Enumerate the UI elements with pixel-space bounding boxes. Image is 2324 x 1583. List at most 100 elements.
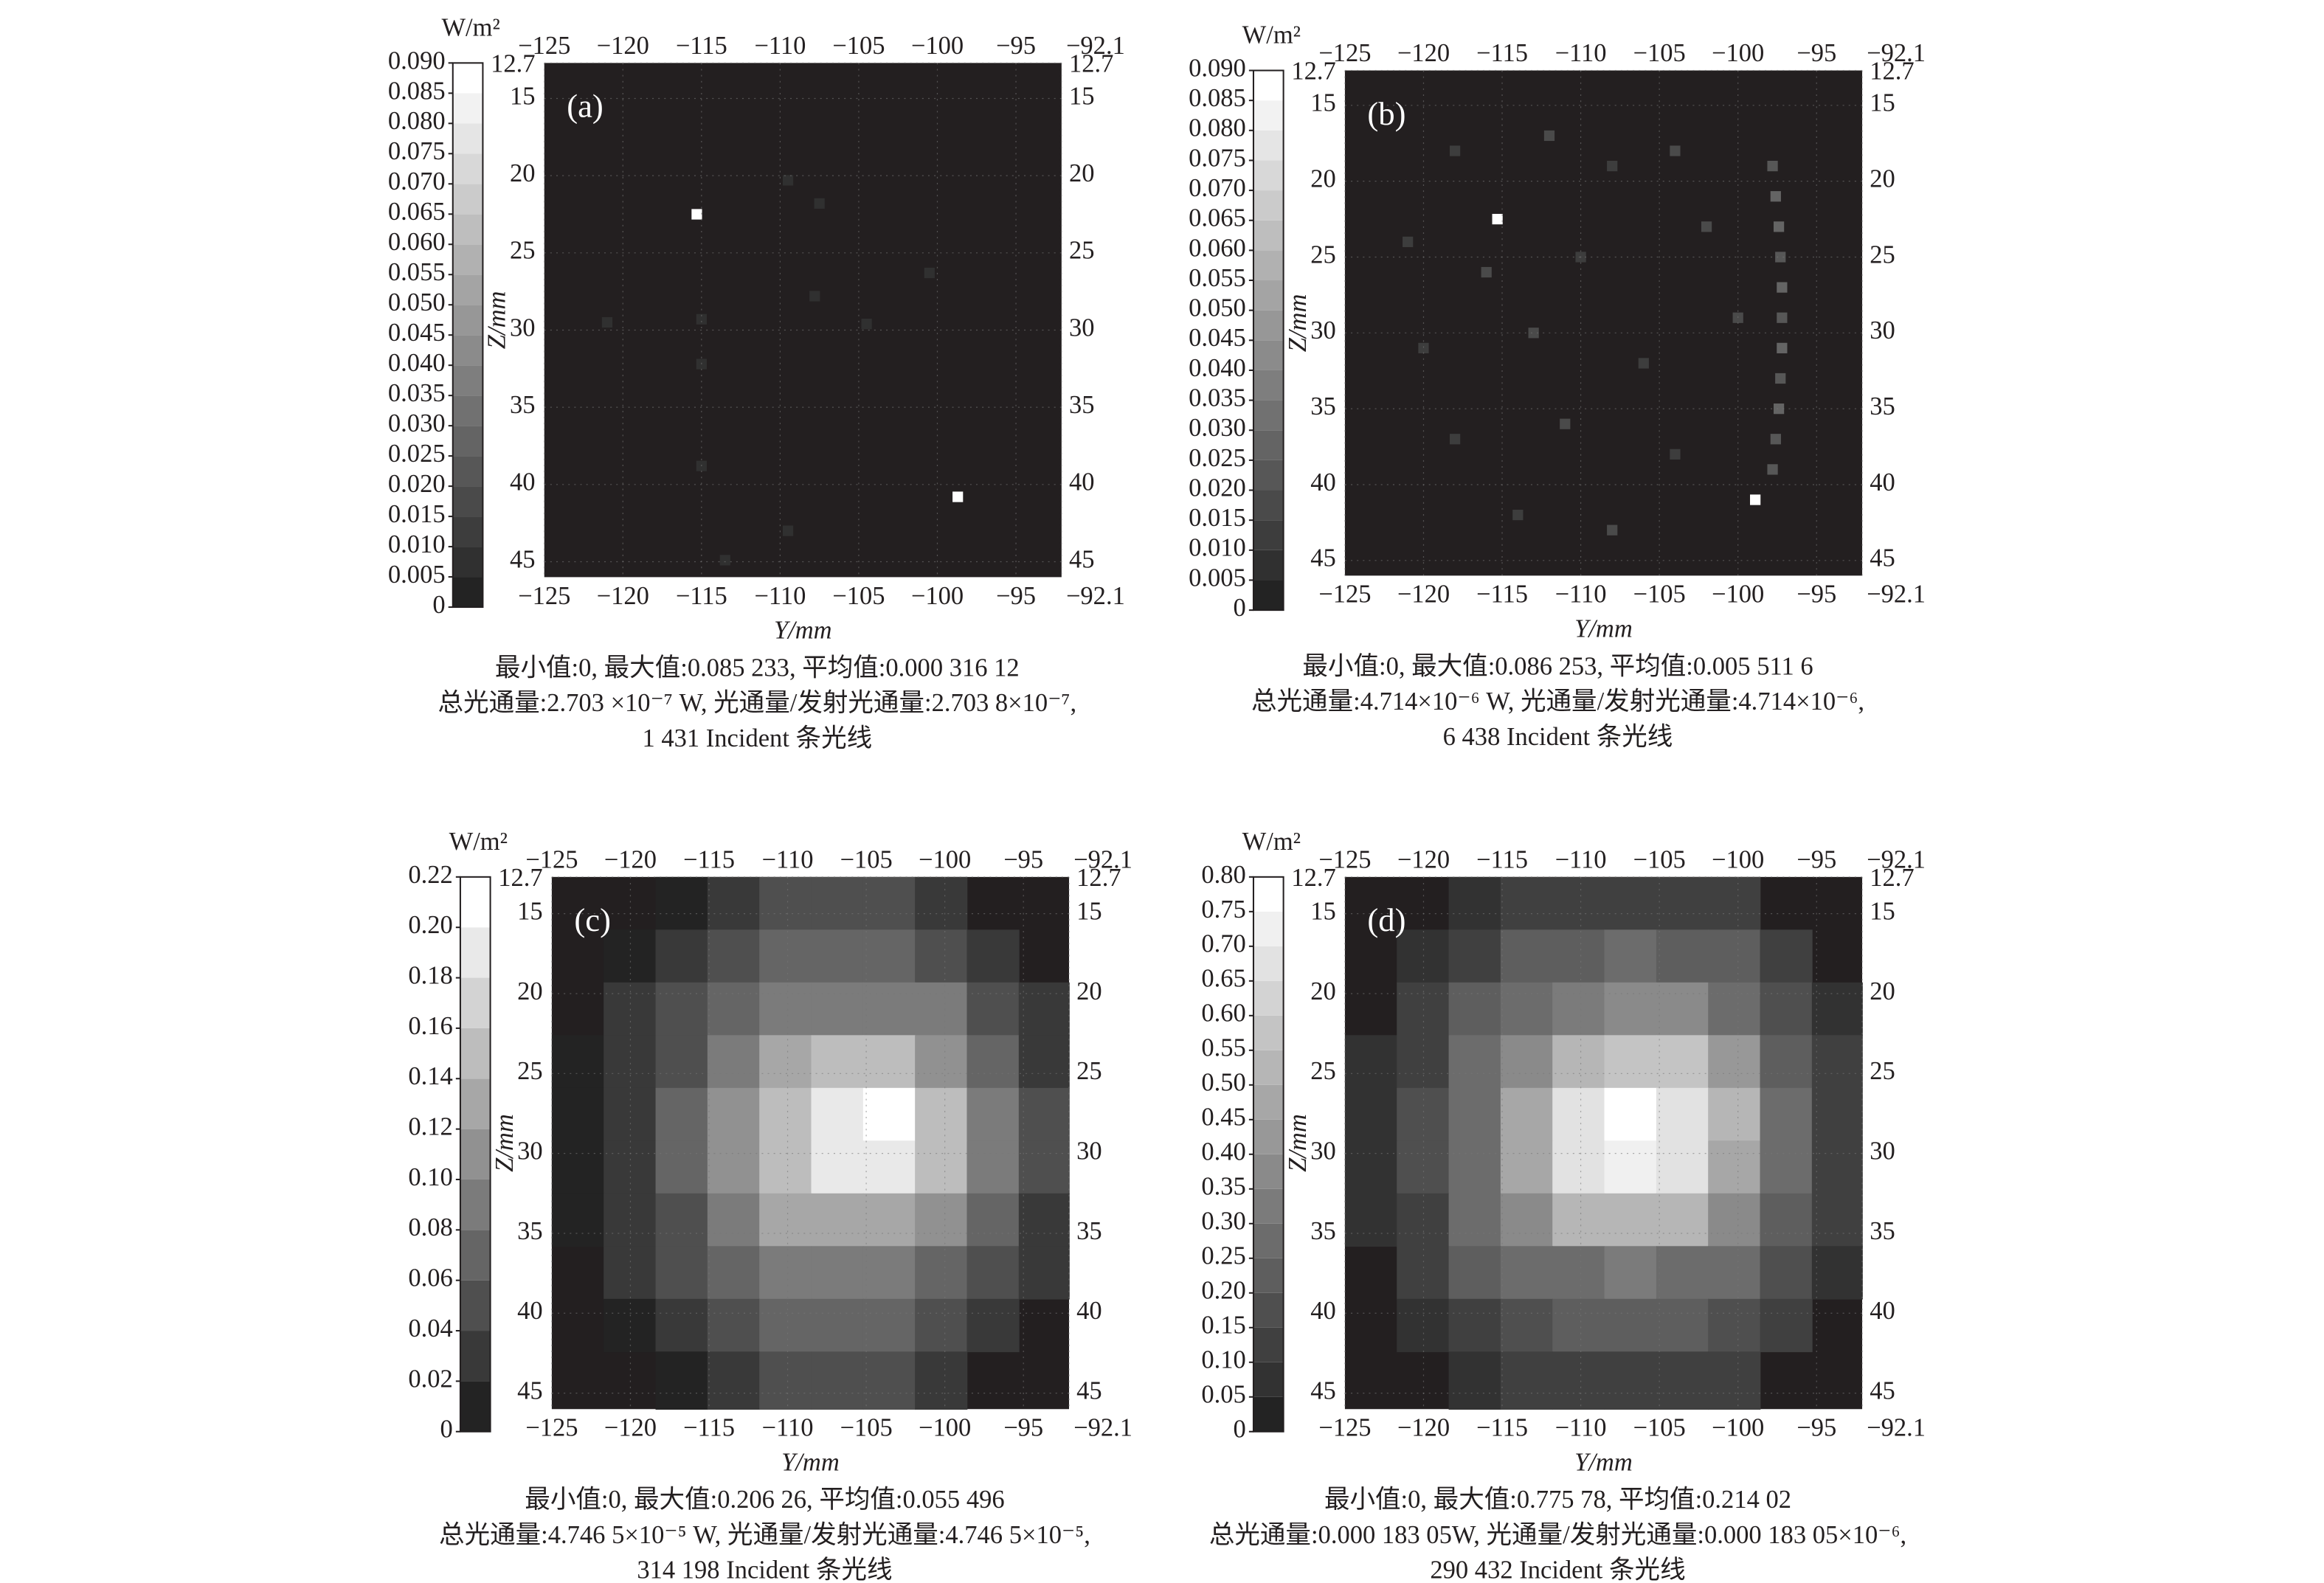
y-tick-label-left: 40: [1310, 1297, 1336, 1325]
x-tick-label-bottom: −120: [1397, 581, 1450, 609]
heatmap-cell: [862, 1087, 916, 1142]
heatmap-cell: [862, 982, 916, 1036]
x-tick-label-top: −110: [762, 845, 814, 873]
heatmap-cell: [1500, 1193, 1554, 1247]
heatmap-cell: [1604, 1035, 1657, 1089]
colorbar-tick-label: 0.040: [388, 349, 446, 377]
x-tick-label-bottom: −120: [604, 1414, 657, 1442]
y-tick-label-left: 30: [510, 314, 536, 342]
flux-pixel: [1777, 312, 1788, 323]
flux-pixel: [809, 291, 820, 302]
heatmap-cell: [1656, 1140, 1709, 1194]
y-tick-label-left: 45: [1310, 544, 1336, 572]
caption-line: 最小值:0, 最大值:0.086 253, 平均值:0.005 511 6: [1302, 652, 1813, 680]
flux-pixel: [782, 175, 794, 186]
heatmap-cell: [604, 1087, 657, 1142]
colorbar-band: [1253, 1327, 1284, 1362]
colorbar-band: [1253, 1188, 1284, 1224]
caption-line: 总光通量:2.703 ×10⁻⁷ W, 光通量/发射光通量:2.703 8×10…: [438, 689, 1077, 717]
heatmap-cell: [915, 1193, 968, 1247]
y-tick-label-left: 15: [1310, 898, 1336, 926]
x-tick-label-top: −92.1: [1867, 39, 1926, 67]
y-tick-label-right: 40: [1870, 468, 1895, 496]
colorbar-tick-label: 0.75: [1201, 896, 1245, 924]
heatmap-cell: [1656, 876, 1709, 931]
colorbar-unit: W/m²: [1242, 21, 1301, 49]
colorbar-band: [1253, 400, 1284, 431]
heatmap-cell: [1656, 1087, 1709, 1142]
heatmap-cell: [655, 1193, 708, 1247]
heatmap-cell: [1811, 1035, 1863, 1089]
flux-pixel: [601, 316, 613, 328]
colorbar-tick-label: 0.02: [408, 1365, 452, 1393]
flux-pixel: [861, 318, 872, 330]
x-tick-label-top: −120: [1397, 845, 1450, 873]
heatmap-cell: [915, 876, 968, 931]
heatmap-cell: [966, 1298, 1020, 1353]
y-tick-label-right: 15: [1870, 898, 1895, 926]
x-tick-label-bottom: −115: [683, 1414, 735, 1442]
colorbar-band: [1253, 580, 1284, 611]
colorbar-tick-label: 0.070: [1189, 174, 1246, 202]
heatmap-cell: [811, 1193, 864, 1247]
colorbar-band: [460, 1028, 491, 1079]
flux-pixel: [1492, 213, 1503, 225]
heatmap-cell: [759, 1246, 812, 1300]
colorbar-band: [452, 335, 483, 366]
heatmap-cell: [1397, 929, 1450, 983]
flux-pixel: [1767, 160, 1778, 172]
heatmap-cell: [1018, 1193, 1070, 1247]
heatmap-cell: [1552, 982, 1605, 1036]
flux-pixel: [1449, 145, 1461, 156]
heatmap-cell: [655, 1351, 708, 1410]
heatmap-cell: [1500, 1140, 1554, 1194]
colorbar-band: [1253, 911, 1284, 946]
colorbar-tick-label: 0.45: [1201, 1104, 1245, 1132]
heatmap-cell: [1500, 876, 1554, 931]
heatmap-cell: [1656, 1035, 1709, 1089]
heatmap-cell: [707, 982, 761, 1036]
colorbar-band: [1253, 1084, 1284, 1120]
y-tick-label-left: 30: [517, 1137, 543, 1165]
x-tick-label-top: −95: [1796, 845, 1836, 873]
heatmap-cell: [1604, 1140, 1657, 1194]
colorbar-band: [452, 274, 483, 305]
x-tick-label-top: −125: [1318, 39, 1371, 67]
heatmap-cell: [1552, 876, 1605, 931]
colorbar-band: [1253, 1154, 1284, 1189]
heatmap-cell: [1760, 1193, 1813, 1247]
flux-pixel: [1543, 130, 1555, 142]
flux-pixel: [1777, 342, 1788, 353]
heatmap-cell: [1552, 1351, 1605, 1410]
x-tick-label-bottom: −120: [1397, 1414, 1450, 1442]
heatmap-cell: [1656, 1193, 1709, 1247]
colorbar-tick-label: 0.010: [388, 530, 446, 558]
colorbar-tick-label: 0.030: [388, 409, 446, 437]
y-tick-label-right: 20: [1870, 977, 1895, 1005]
x-tick-label-top: −125: [1318, 845, 1371, 873]
flux-pixel: [952, 491, 964, 502]
x-tick-label-top: −110: [1555, 845, 1607, 873]
heatmap-cell: [1448, 1035, 1501, 1089]
heatmap-cell: [707, 1087, 761, 1142]
heatmap-cell: [811, 1246, 864, 1300]
heatmap-cell: [1604, 1087, 1657, 1142]
heatmap-cell: [655, 876, 708, 931]
y-tick-label-right: 45: [1076, 1377, 1102, 1405]
heatmap-cell: [1397, 1140, 1450, 1194]
x-tick-label-bottom: −105: [832, 582, 885, 610]
caption-line: 314 198 Incident 条光线: [637, 1556, 892, 1583]
colorbar-tick-label: 0.075: [388, 137, 446, 165]
flux-pixel: [782, 525, 794, 536]
y-tick-label-left: 40: [517, 1297, 543, 1325]
heatmap-cell: [966, 1087, 1020, 1142]
heatmap-cell: [1552, 1035, 1605, 1089]
x-tick-label-bottom: −120: [597, 582, 649, 610]
y-axis-label: Z/mm: [483, 291, 511, 350]
colorbar-tick-label: 0.090: [388, 46, 446, 75]
heatmap-cell: [655, 1246, 708, 1300]
heatmap-cell: [811, 1351, 864, 1410]
heatmap-cell: [551, 1193, 605, 1247]
y-tick-label-left: 30: [1310, 1137, 1336, 1165]
